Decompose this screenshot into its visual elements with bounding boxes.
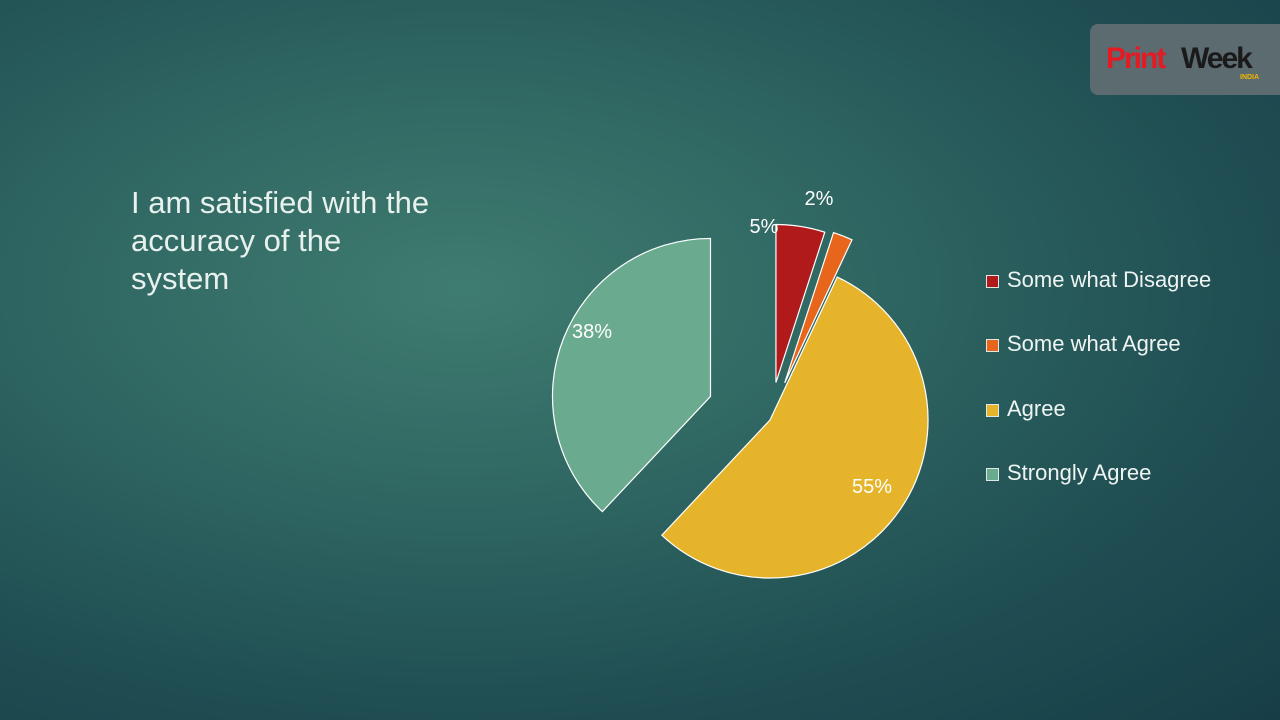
legend-label: Strongly Agree [1007,460,1152,485]
slide-title: I am satisfied with the accuracy of the … [131,185,430,296]
legend-item-some-what-agree: Some what Agree [986,330,1237,358]
pie-slice-some-what-disagree [775,223,826,383]
logo-print-text: Print [1106,42,1166,75]
legend-swatch-some-what-disagree [986,275,999,288]
legend-swatch-strongly-agree [986,468,999,481]
legend-swatch-some-what-agree [986,339,999,352]
legend-item-strongly-agree: Strongly Agree [986,459,1237,487]
logo-week-text: Week [1181,42,1253,75]
legend-swatch-agree [986,404,999,417]
pie-slice-some-what-agree [784,231,853,384]
pie-slice-agree [660,276,929,579]
legend-label: Some what Disagree [1007,267,1212,292]
legend-item-agree: Agree [986,395,1237,423]
logo-india-text: INDIA [1240,74,1260,81]
legend-item-some-what-disagree: Some what Disagree [986,266,1237,294]
data-label-strongly-agree: 38% [572,321,612,343]
legend-label: Agree [1007,396,1066,421]
legend-label: Some what Agree [1007,331,1181,356]
data-label-agree: 55% [852,476,892,498]
data-label-some-what-disagree: 5% [750,216,779,238]
pie-slice-strongly-agree [551,237,712,513]
data-label-some-what-agree: 2% [805,188,834,210]
printweek-logo: Print Week INDIA [1090,24,1280,95]
